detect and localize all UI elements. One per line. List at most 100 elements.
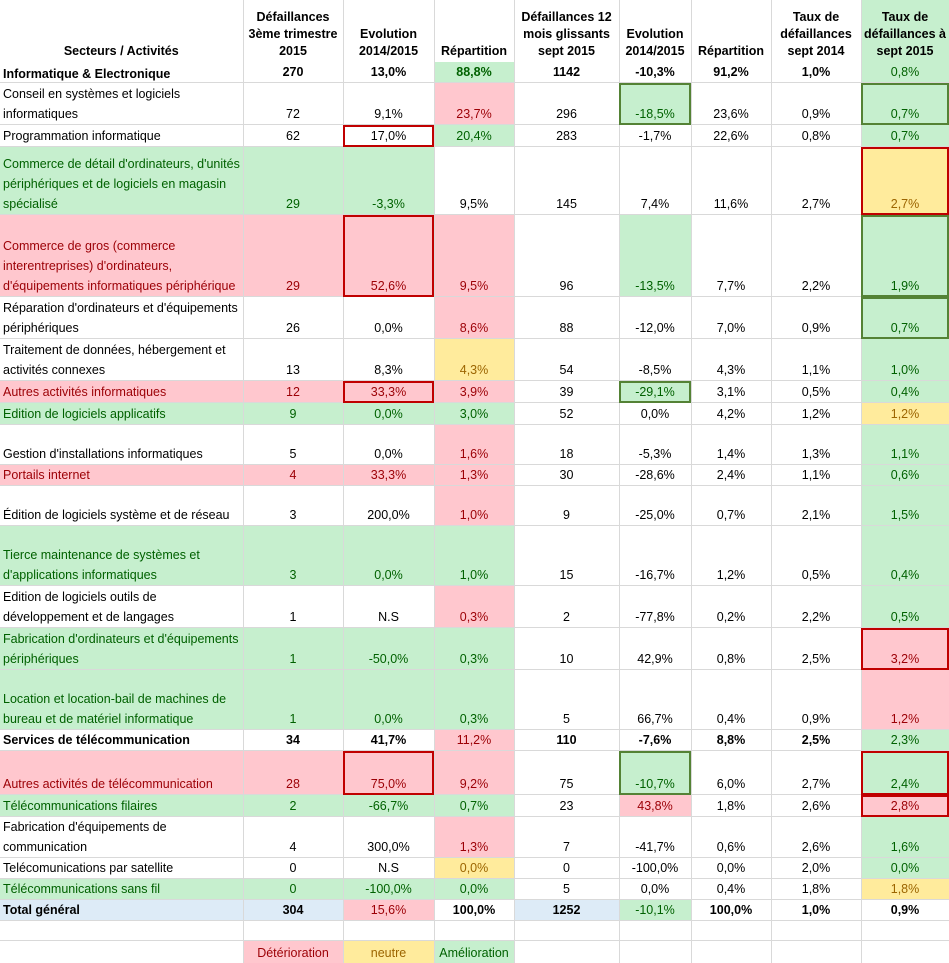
cell-def: 5 xyxy=(243,424,344,465)
row-label: Portails internet xyxy=(0,464,244,486)
cell-rep1: 8,6% xyxy=(434,296,515,339)
cell-rep2: 0,6% xyxy=(691,816,772,858)
cell-rep1: 1,3% xyxy=(434,464,515,486)
cell-evol1: 33,3% xyxy=(343,464,435,486)
cell-rep2: 7,0% xyxy=(691,296,772,339)
table-row: Gestion d'installations informatiques 5 … xyxy=(0,424,949,465)
cell-rep1: 9,5% xyxy=(434,214,515,297)
cell-t15: 1,2% xyxy=(861,402,949,425)
cell-t15: 0,6% xyxy=(861,464,949,486)
row-label: Tierce maintenance de systèmes et d'appl… xyxy=(0,525,244,586)
cell-t14: 0,8% xyxy=(771,124,862,147)
cell-rep1: 1,6% xyxy=(434,424,515,465)
cell-evol2: -41,7% xyxy=(619,816,692,858)
row-label: Telécomunications par satellite xyxy=(0,857,244,879)
cell-rep1: 23,7% xyxy=(434,82,515,125)
cell-t14: 2,5% xyxy=(771,627,862,670)
cell-def: 3 xyxy=(243,485,344,526)
cell-rep2: 8,8% xyxy=(691,729,772,751)
cell-t15: 0,0% xyxy=(861,857,949,879)
table-row: Traitement de données, hébergement et ac… xyxy=(0,338,949,381)
cell-evol1: 9,1% xyxy=(343,82,435,125)
cell-t14: 0,9% xyxy=(771,82,862,125)
header-rep2: Répartition xyxy=(691,0,772,62)
cell-evol2: -100,0% xyxy=(619,857,692,879)
cell-d12: 283 xyxy=(514,124,620,147)
cell-def: 2 xyxy=(243,794,344,817)
cell-d12: 39 xyxy=(514,380,620,403)
cell-d12: 18 xyxy=(514,424,620,465)
cell-rep2: 0,7% xyxy=(691,485,772,526)
cell-t14: 1,1% xyxy=(771,338,862,381)
cell-def: 0 xyxy=(243,857,344,879)
cell-t15: 2,7% xyxy=(861,146,949,215)
cell-rep2: 2,4% xyxy=(691,464,772,486)
table-row: Fabrication d'équipements de communicati… xyxy=(0,816,949,858)
header-def-t3: Défaillances 3ème trimestre 2015 xyxy=(243,0,344,62)
cell-d12: 2 xyxy=(514,585,620,628)
cell-rep1: 9,5% xyxy=(434,146,515,215)
cell-rep2: 4,3% xyxy=(691,338,772,381)
cell-t14: 2,1% xyxy=(771,485,862,526)
cell-def: 1 xyxy=(243,585,344,628)
cell-evol1: -66,7% xyxy=(343,794,435,817)
row-label: Conseil en systèmes et logiciels informa… xyxy=(0,82,244,125)
cell-d12: 1142 xyxy=(514,62,620,83)
cell-d12: 54 xyxy=(514,338,620,381)
header-evol1: Evolution 2014/2015 xyxy=(343,0,435,62)
total-row: Total général 304 15,6% 100,0% 1252 -10,… xyxy=(0,899,949,921)
cell-t15: 2,3% xyxy=(861,729,949,751)
cell-t15: 1,9% xyxy=(861,214,949,297)
cell-evol2: -29,1% xyxy=(619,380,692,403)
cell-rep2: 0,8% xyxy=(691,627,772,670)
cell-d12: 15 xyxy=(514,525,620,586)
table-row: Conseil en systèmes et logiciels informa… xyxy=(0,82,949,125)
cell-t15: 0,7% xyxy=(861,296,949,339)
cell-d12: 23 xyxy=(514,794,620,817)
cell-def: 4 xyxy=(243,816,344,858)
cell-def: 72 xyxy=(243,82,344,125)
cell-def: 1 xyxy=(243,627,344,670)
row-label: Fabrication d'équipements de communicati… xyxy=(0,816,244,858)
cell-evol2: 43,8% xyxy=(619,794,692,817)
cell-def: 12 xyxy=(243,380,344,403)
cell-d12: 296 xyxy=(514,82,620,125)
cell-rep1: 1,3% xyxy=(434,816,515,858)
cell-def: 28 xyxy=(243,750,344,795)
cell-t15: 1,8% xyxy=(861,878,949,900)
cell-evol1: 33,3% xyxy=(343,380,435,403)
table-row: Tierce maintenance de systèmes et d'appl… xyxy=(0,525,949,586)
cell-d12: 7 xyxy=(514,816,620,858)
cell-rep1: 1,0% xyxy=(434,485,515,526)
cell-t15: 2,4% xyxy=(861,750,949,795)
cell-t14: 2,5% xyxy=(771,729,862,751)
header-evol2: Evolution 2014/2015 xyxy=(619,0,692,62)
table-row: Telécomunications par satellite 0 N.S 0,… xyxy=(0,857,949,879)
row-label: Commerce de gros (commerce interentrepri… xyxy=(0,214,244,297)
cell-def: 26 xyxy=(243,296,344,339)
cell-def: 9 xyxy=(243,402,344,425)
cell-evol2: -10,1% xyxy=(619,899,692,921)
cell-t14: 2,7% xyxy=(771,750,862,795)
cell-rep1: 0,0% xyxy=(434,857,515,879)
cell-evol1: 52,6% xyxy=(343,214,435,297)
cell-rep2: 100,0% xyxy=(691,899,772,921)
cell-t15: 1,0% xyxy=(861,338,949,381)
cell-evol2: -8,5% xyxy=(619,338,692,381)
cell-rep1: 0,7% xyxy=(434,794,515,817)
row-label: Programmation informatique xyxy=(0,124,244,147)
row-label: Edition de logiciels applicatifs xyxy=(0,402,244,425)
cell-t15: 2,8% xyxy=(861,794,949,817)
row-label: Commerce de détail d'ordinateurs, d'unit… xyxy=(0,146,244,215)
row-label: Gestion d'installations informatiques xyxy=(0,424,244,465)
cell-t14: 0,9% xyxy=(771,296,862,339)
cell-t15: 0,7% xyxy=(861,124,949,147)
cell-t15: 0,4% xyxy=(861,380,949,403)
cell-t15: 1,2% xyxy=(861,669,949,730)
cell-def: 304 xyxy=(243,899,344,921)
cell-t14: 0,5% xyxy=(771,380,862,403)
cell-rep1: 20,4% xyxy=(434,124,515,147)
table-row: Fabrication d'ordinateurs et d'équipemen… xyxy=(0,627,949,670)
table-row: Location et location-bail de machines de… xyxy=(0,669,949,730)
cell-rep2: 7,7% xyxy=(691,214,772,297)
